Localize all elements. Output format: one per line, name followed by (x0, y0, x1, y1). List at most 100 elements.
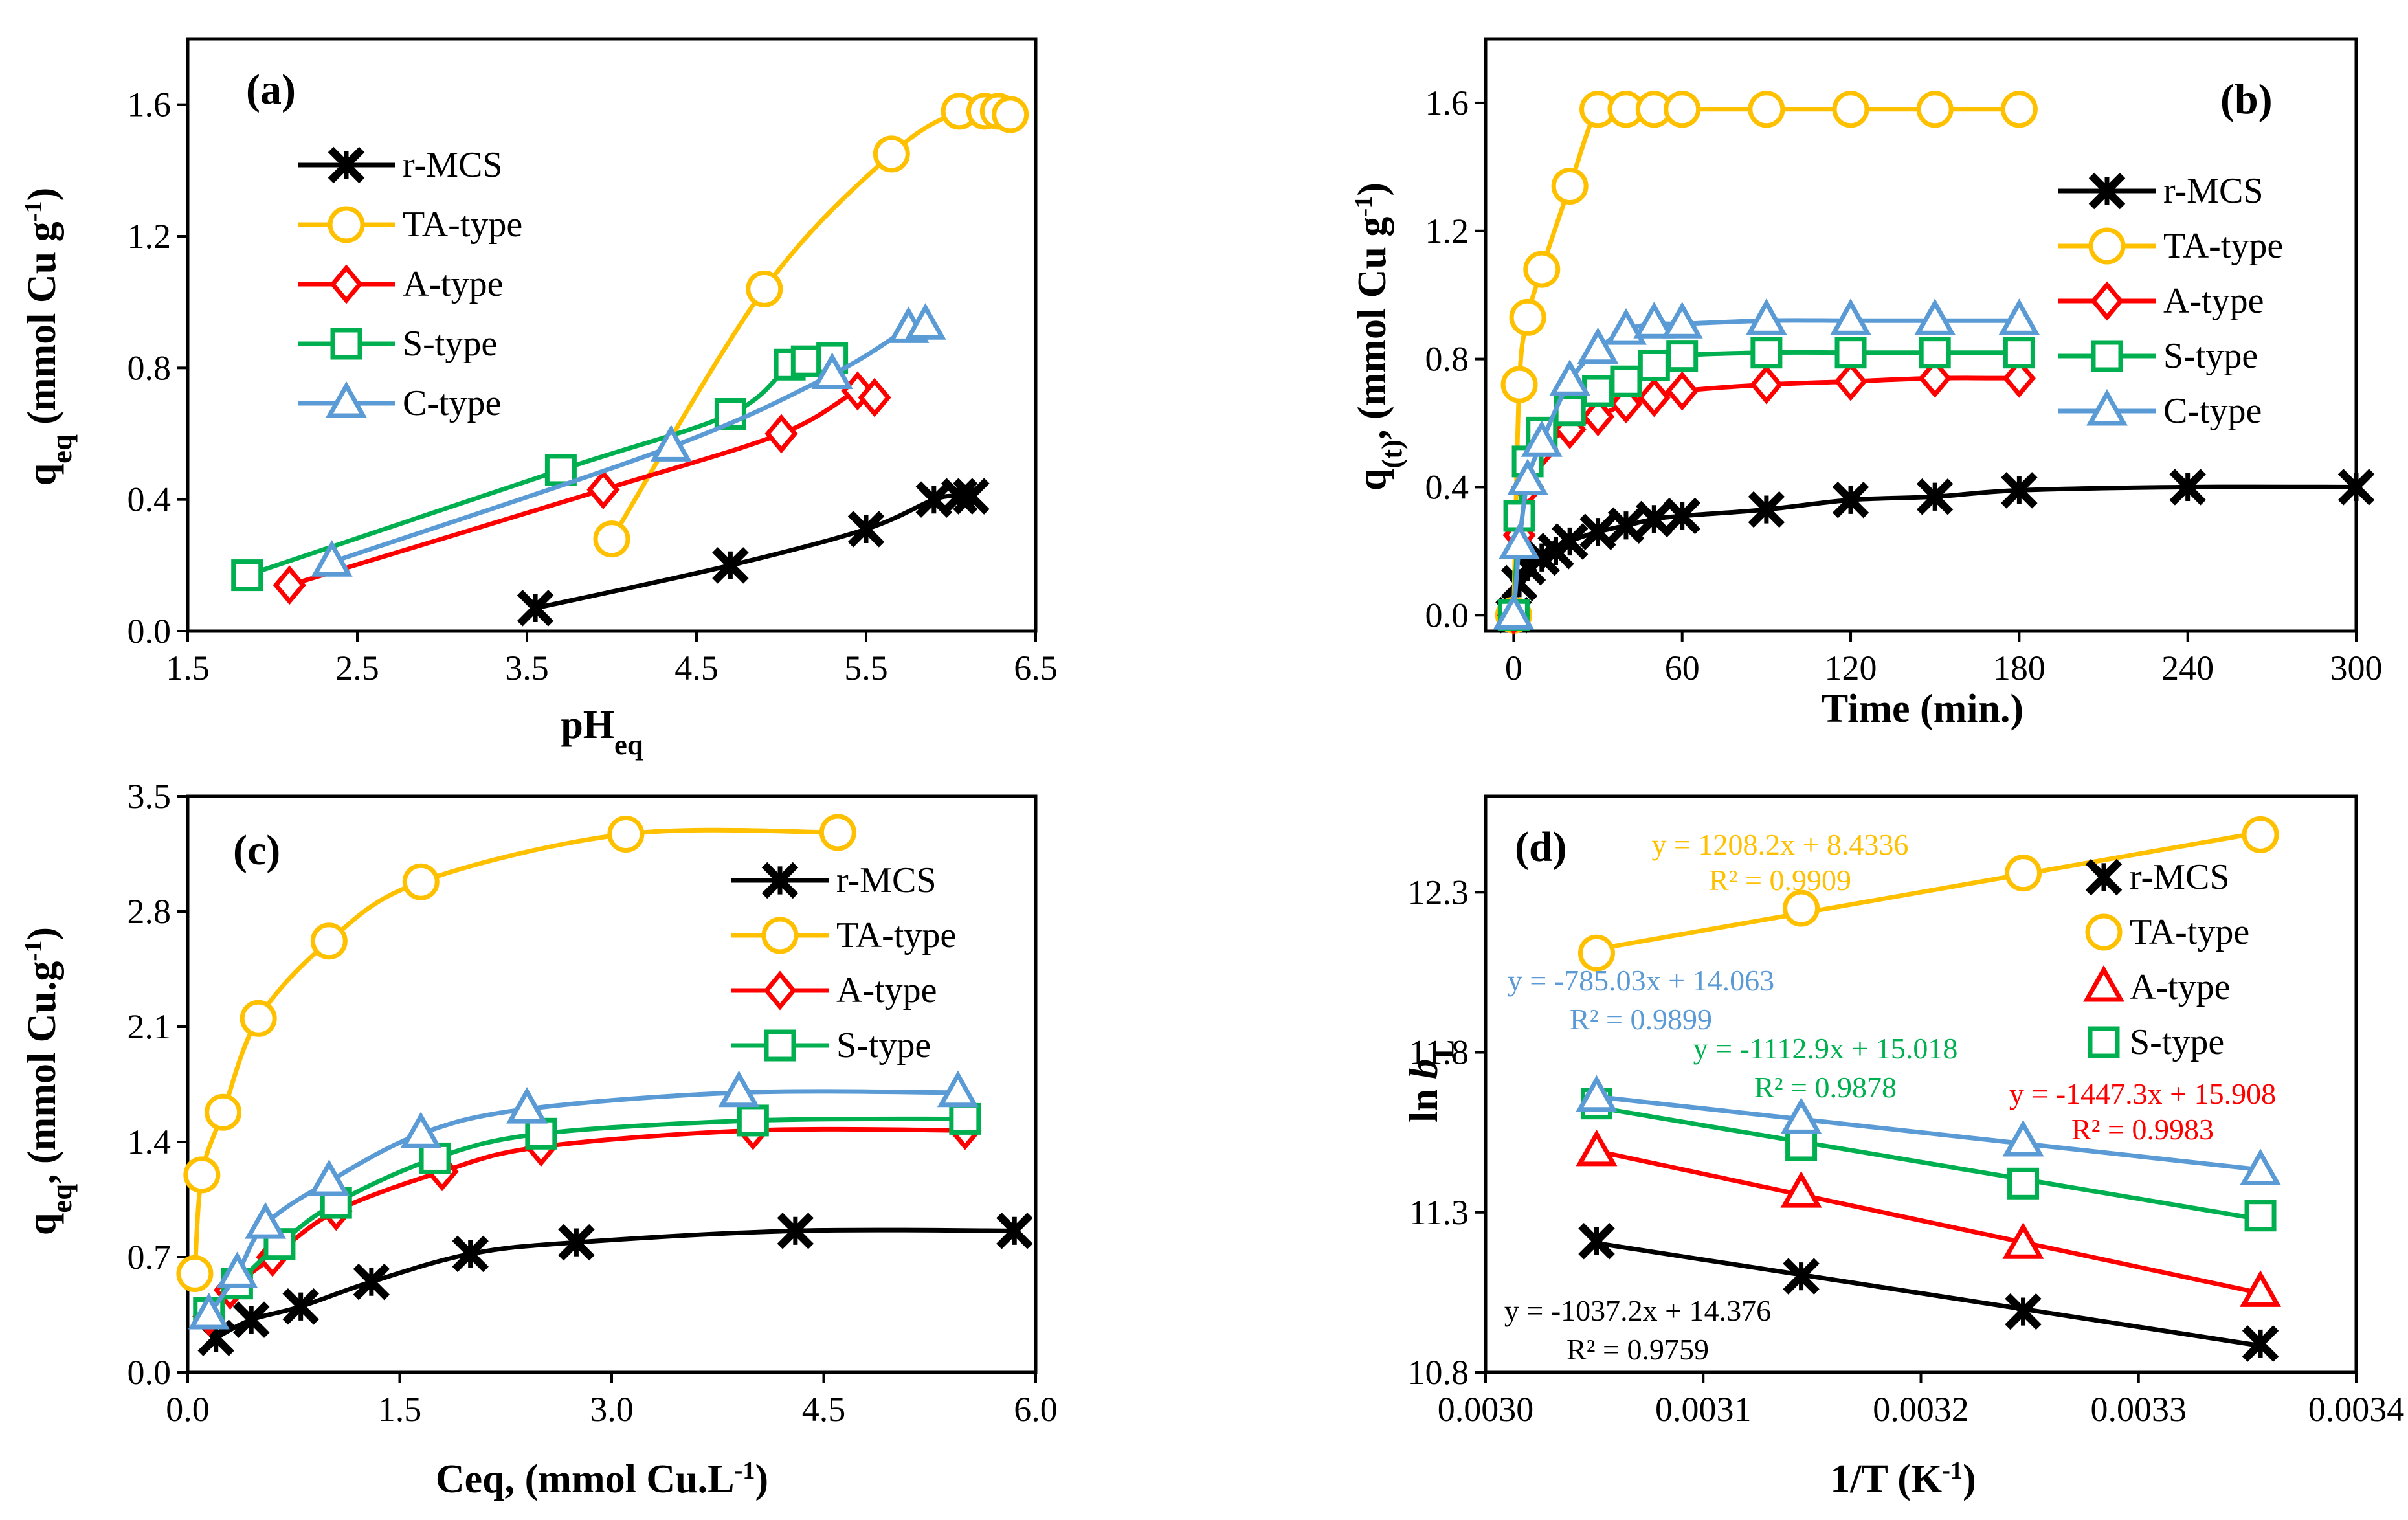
data-point (1499, 522, 1541, 559)
data-point (819, 814, 856, 851)
data-point (937, 1070, 979, 1108)
data-point (1783, 1258, 1820, 1295)
data-point (517, 590, 554, 627)
data-point (2002, 1222, 2044, 1259)
y-tick-label: 11.3 (1409, 1193, 1469, 1232)
data-point (1579, 513, 1616, 550)
legend-marker (761, 917, 799, 954)
data-point (1638, 349, 1670, 381)
data-point (419, 1142, 451, 1174)
data-point (1832, 91, 1869, 128)
fit-r2: R² = 0.9909 (1709, 864, 1851, 897)
fit-equation: y = -1112.9x + 15.018 (1693, 1032, 1958, 1065)
legend-marker (2088, 172, 2126, 210)
data-point (1576, 1129, 1618, 1167)
y-tick-label: 1.2 (128, 217, 172, 256)
data-point (311, 540, 353, 577)
legend-marker (764, 1029, 796, 1062)
data-point (1750, 364, 1783, 405)
x-tick-label: 2.5 (335, 649, 379, 687)
data-point (1509, 298, 1546, 336)
x-tick-label: 0.0033 (2091, 1390, 2187, 1429)
data-point (790, 345, 823, 377)
legend-marker (761, 862, 799, 899)
data-point (1780, 1097, 1822, 1134)
legend-label: TA-type (403, 205, 522, 245)
legend-marker (2083, 965, 2124, 1002)
series-TA-type (1495, 91, 2038, 634)
data-point (992, 96, 1029, 133)
data-point (1637, 377, 1671, 418)
legend-label: S-type (836, 1025, 931, 1066)
data-point (593, 520, 630, 558)
legend-marker (2085, 858, 2123, 896)
data-point (2002, 358, 2036, 398)
x-tick-label: 240 (2161, 649, 2214, 687)
data-point (558, 1224, 595, 1261)
fit-line (1596, 1148, 2261, 1295)
x-tick-label: 0 (1505, 649, 1522, 687)
y-axis-title: qeq (mmol Cu g-1) (20, 188, 78, 486)
data-point (746, 270, 783, 307)
x-axis-title: pHeq (561, 703, 643, 761)
legend-label: C-type (2163, 391, 2262, 431)
data-point (525, 1117, 557, 1150)
y-tick-label: 1.4 (128, 1123, 172, 1161)
legend-marker (2088, 1026, 2120, 1058)
data-point (1551, 523, 1589, 560)
legend-marker (329, 264, 363, 304)
fit-line (1596, 1240, 2261, 1348)
fit-r2: R² = 0.9878 (1754, 1071, 1897, 1104)
y-tick-label: 1.6 (128, 85, 172, 124)
legend-marker (326, 381, 367, 418)
data-point (216, 1251, 258, 1288)
data-point (402, 863, 440, 900)
fit-r2: R² = 0.9759 (1566, 1333, 1709, 1366)
data-point (764, 414, 798, 454)
series-TA-type (176, 814, 856, 1292)
data-point (650, 425, 692, 462)
series-line (192, 827, 838, 1274)
y-tick-label: 2.8 (128, 892, 172, 931)
series-A-type (273, 371, 891, 605)
data-point (607, 815, 645, 853)
legend-label: TA-type (2163, 226, 2283, 266)
x-tick-label: 120 (1825, 649, 1877, 687)
data-point (1916, 91, 1954, 128)
panel-a: 1.5 2.5 3.5 4.5 5.5 6.5 0.0 0.4 0.8 1.2 1.6 r-MCS TA… (20, 37, 1058, 761)
data-point (1549, 359, 1591, 396)
data-point (2005, 1293, 2042, 1330)
x-tick-label: 0.0034 (2308, 1390, 2405, 1429)
series-line (289, 386, 876, 588)
legend-label: S-type (2130, 1022, 2224, 1062)
data-point (233, 1301, 270, 1338)
legend: r-MCS TA-type A-type S-type C-type (298, 145, 522, 423)
data-point (2003, 337, 2035, 369)
data-point (1830, 298, 1872, 335)
data-point (1582, 375, 1614, 407)
data-point (737, 1104, 769, 1137)
data-point (1551, 168, 1589, 205)
legend-marker (328, 206, 365, 243)
data-point (953, 478, 990, 515)
x-tick-label: 3.5 (505, 649, 549, 687)
data-point (188, 1292, 230, 1330)
x-tick-label: 5.5 (844, 649, 888, 687)
data-point (273, 565, 306, 605)
y-tick-label: 0.4 (1425, 467, 1469, 506)
x-tick-label: 300 (2330, 649, 2383, 687)
series-line (206, 1126, 965, 1318)
legend-label: TA-type (2130, 912, 2249, 952)
data-point (1783, 889, 1820, 927)
x-tick-label: 0.0031 (1655, 1390, 1752, 1429)
x-axis-title: Time (min.) (1822, 687, 2023, 731)
y-tick-label: 0.8 (128, 348, 172, 387)
x-tick-label: 0.0 (166, 1390, 210, 1429)
y-axis-title: qeq, (mmol Cu.g-1) (20, 927, 78, 1235)
panel-label: (c) (233, 827, 280, 874)
x-tick-label: 1.5 (378, 1390, 422, 1429)
data-point (847, 511, 885, 548)
data-point (2240, 1270, 2282, 1307)
